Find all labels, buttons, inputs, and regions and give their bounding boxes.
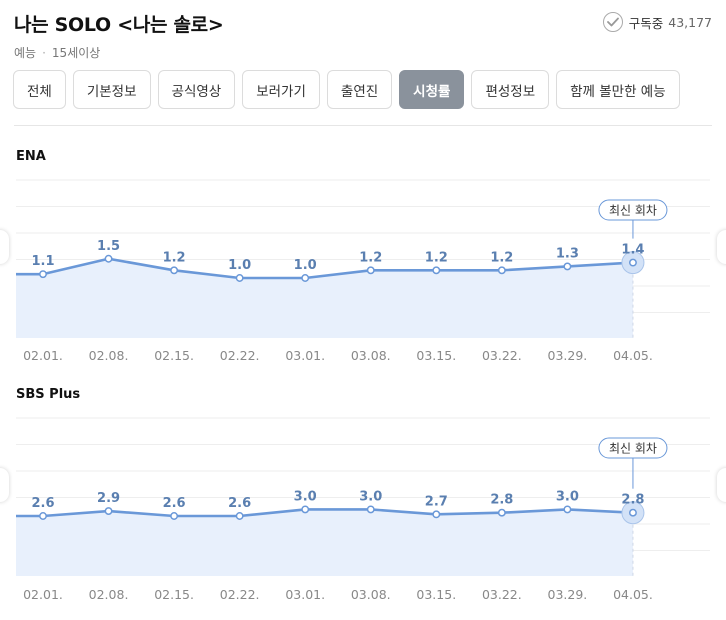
tab-related-shows[interactable]: 함께 볼만한 예능 <box>556 70 680 109</box>
data-label: 1.0 <box>294 258 317 273</box>
latest-badge <box>598 437 668 459</box>
x-tick-label: 03.01. <box>285 587 325 602</box>
tab-ratings[interactable]: 시청률 <box>399 70 465 109</box>
x-tick-label: 02.15. <box>154 348 194 363</box>
data-point <box>301 505 310 514</box>
x-tick-label: 02.22. <box>220 587 260 602</box>
data-point <box>235 274 244 282</box>
latest-badge <box>598 199 668 221</box>
program-meta: 예능 · 15세이상 <box>14 44 712 61</box>
x-tick-label: 03.22. <box>482 348 522 363</box>
data-label: 1.0 <box>228 258 251 273</box>
latest-badge-label: 최신 회차 <box>609 204 657 218</box>
tab-basic-info[interactable]: 기본정보 <box>72 70 151 109</box>
x-tick-label: 04.05. <box>613 348 653 363</box>
ratings-chart-svg: 1.1 02.01. 1.5 02.08. 1.2 02.15. 1.0 02.22. 1.0 0… <box>16 179 710 363</box>
check-icon <box>602 12 623 32</box>
data-point <box>366 505 375 514</box>
data-point <box>563 262 572 271</box>
header-divider <box>14 125 712 126</box>
subscribe-button[interactable]: 구독중 43,177 <box>602 12 712 32</box>
x-tick-label: 03.15. <box>416 587 456 602</box>
data-point <box>629 258 637 267</box>
data-point <box>629 508 637 517</box>
data-label: 2.8 <box>621 493 644 508</box>
data-label: 2.6 <box>228 496 251 511</box>
data-label: 3.0 <box>359 489 382 504</box>
ratings-chart-svg: 2.6 02.01. 2.9 02.08. 2.6 02.15. 2.6 02.22. 3.0 0… <box>16 417 710 602</box>
prev-arrow[interactable] <box>0 230 9 264</box>
data-label: 1.1 <box>31 254 54 269</box>
x-tick-label: 03.15. <box>416 348 456 363</box>
data-label: 2.6 <box>31 496 54 511</box>
subscribe-label: 구독중 <box>628 15 664 31</box>
area-fill <box>16 258 633 338</box>
data-label: 1.2 <box>490 250 513 265</box>
data-label: 1.2 <box>163 250 186 265</box>
tab-schedule[interactable]: 편성정보 <box>471 70 550 109</box>
x-tick-label: 02.08. <box>89 348 129 363</box>
x-tick-label: 03.22. <box>482 587 522 602</box>
age-rating-label: 15세이상 <box>51 46 101 60</box>
data-point <box>301 274 310 282</box>
sbs-plus-ratings-chart: SBS Plus 2.6 02.01. 2.9 02.08. 2.6 02.15. 2.6 0… <box>0 378 726 610</box>
prev-arrow[interactable] <box>0 468 9 502</box>
x-tick-label: 02.15. <box>154 587 194 602</box>
latest-badge-label: 최신 회차 <box>609 442 657 456</box>
next-arrow[interactable] <box>717 230 726 264</box>
data-point <box>39 270 47 279</box>
chart-channel-label: SBS Plus <box>16 387 81 402</box>
tab-all[interactable]: 전체 <box>13 70 66 109</box>
data-point <box>563 505 572 514</box>
data-point <box>170 266 179 275</box>
data-label: 1.2 <box>425 250 448 265</box>
data-label: 2.6 <box>163 496 186 511</box>
meta-separator: · <box>42 45 46 60</box>
data-label: 1.2 <box>359 250 382 265</box>
data-label: 1.4 <box>621 243 644 258</box>
data-point <box>432 510 441 519</box>
x-tick-label: 02.01. <box>23 587 63 602</box>
x-tick-label: 02.08. <box>89 587 129 602</box>
tab-bar: 전체 기본정보 공식영상 보러가기 출연진 시청률 편성정보 함께 볼만한 예능 <box>13 70 680 109</box>
data-label: 2.8 <box>490 493 513 508</box>
x-tick-label: 02.22. <box>220 348 260 363</box>
x-tick-label: 03.29. <box>548 587 588 602</box>
ena-ratings-chart: ENA 1.1 02.01. 1.5 02.08. 1.2 02.15. 1.0 02.22.… <box>0 140 726 370</box>
data-point <box>497 266 506 275</box>
x-tick-label: 03.08. <box>351 587 391 602</box>
next-arrow[interactable] <box>717 468 726 502</box>
chart-channel-label: ENA <box>16 149 46 164</box>
data-point <box>170 512 179 520</box>
x-tick-label: 03.08. <box>351 348 391 363</box>
genre-label: 예능 <box>14 46 37 60</box>
page-header: 나는 SOLO <나는 솔로> 예능 · 15세이상 구독중 43,177 <box>14 10 712 60</box>
x-tick-label: 02.01. <box>23 348 63 363</box>
tab-watch[interactable]: 보러가기 <box>242 70 320 109</box>
data-label: 2.7 <box>425 494 448 509</box>
subscribe-count: 43,177 <box>668 14 712 30</box>
data-point <box>104 254 113 263</box>
data-label: 3.0 <box>556 489 579 504</box>
x-tick-label: 04.05. <box>613 587 653 602</box>
data-label: 2.9 <box>97 491 120 506</box>
data-point <box>235 512 244 520</box>
data-label: 3.0 <box>294 489 317 504</box>
data-label: 1.3 <box>556 246 579 261</box>
data-label: 1.5 <box>97 239 120 254</box>
data-point <box>104 507 113 516</box>
x-tick-label: 03.29. <box>548 348 588 363</box>
data-point <box>39 512 47 520</box>
area-fill <box>16 509 633 576</box>
program-title: 나는 SOLO <나는 솔로> <box>14 14 224 36</box>
x-tick-label: 03.01. <box>285 348 325 363</box>
tab-official-video[interactable]: 공식영상 <box>157 70 236 109</box>
tab-cast[interactable]: 출연진 <box>326 70 393 109</box>
data-point <box>432 266 441 275</box>
data-point <box>497 508 506 517</box>
data-point <box>366 266 375 275</box>
